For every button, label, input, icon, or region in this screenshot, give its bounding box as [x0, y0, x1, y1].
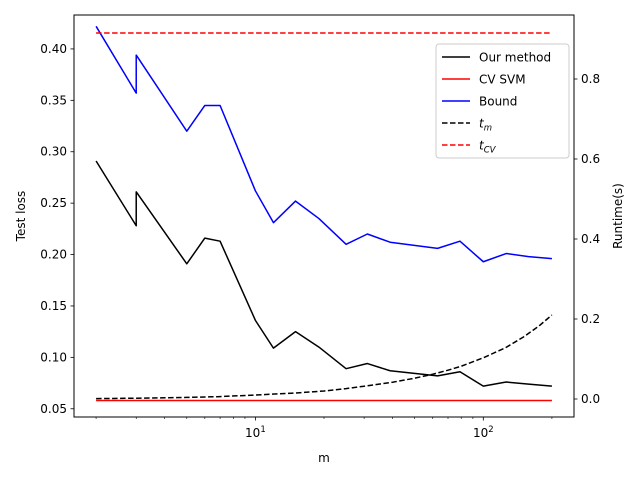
x-tick-label-1: 102	[473, 425, 494, 440]
y-left-tick-label-6: 0.35	[40, 93, 67, 107]
y-left-tick-label-4: 0.25	[40, 196, 67, 210]
legend-label-1: CV SVM	[479, 73, 526, 87]
y-right-tick-label-2: 0.4	[581, 232, 600, 246]
y-left-tick-label-3: 0.20	[40, 248, 67, 262]
y-right-tick-label-4: 0.8	[581, 72, 600, 86]
legend-label-2: Bound	[479, 95, 517, 109]
x-axis-label: m	[318, 451, 330, 465]
y-left-tick-label-7: 0.40	[40, 42, 67, 56]
x-tick-label-0: 101	[245, 425, 266, 440]
y-right-tick-label-3: 0.6	[581, 152, 600, 166]
legend-label-0: Our method	[479, 51, 551, 65]
y-left-tick-label-2: 0.15	[40, 299, 67, 313]
y-right-tick-label-0: 0.0	[581, 392, 600, 406]
series-line-3	[96, 314, 553, 400]
legend: Our method CV SVM Bound tm tCV	[435, 43, 570, 159]
y-left-tick-label-5: 0.30	[40, 145, 67, 159]
legend-label-3: tm	[479, 117, 492, 134]
legend-box	[435, 43, 570, 159]
legend-label-4: tCV	[479, 139, 497, 156]
y-right-tick-label-1: 0.2	[581, 312, 600, 326]
series-line-2	[95, 25, 552, 263]
y-axis-label-right: Runtime(s)	[611, 183, 625, 249]
axes-layer: 101 102 0.05 0.10 0.15 0.20 0.25 0.30 0.35 0.40 0.…	[40, 42, 600, 440]
series-layer	[95, 25, 553, 402]
y-left-tick-label-0: 0.05	[40, 402, 67, 416]
series-line-0	[95, 160, 552, 387]
y-left-tick-label-1: 0.10	[40, 350, 67, 364]
y-axis-label-left: Test loss	[14, 191, 28, 243]
